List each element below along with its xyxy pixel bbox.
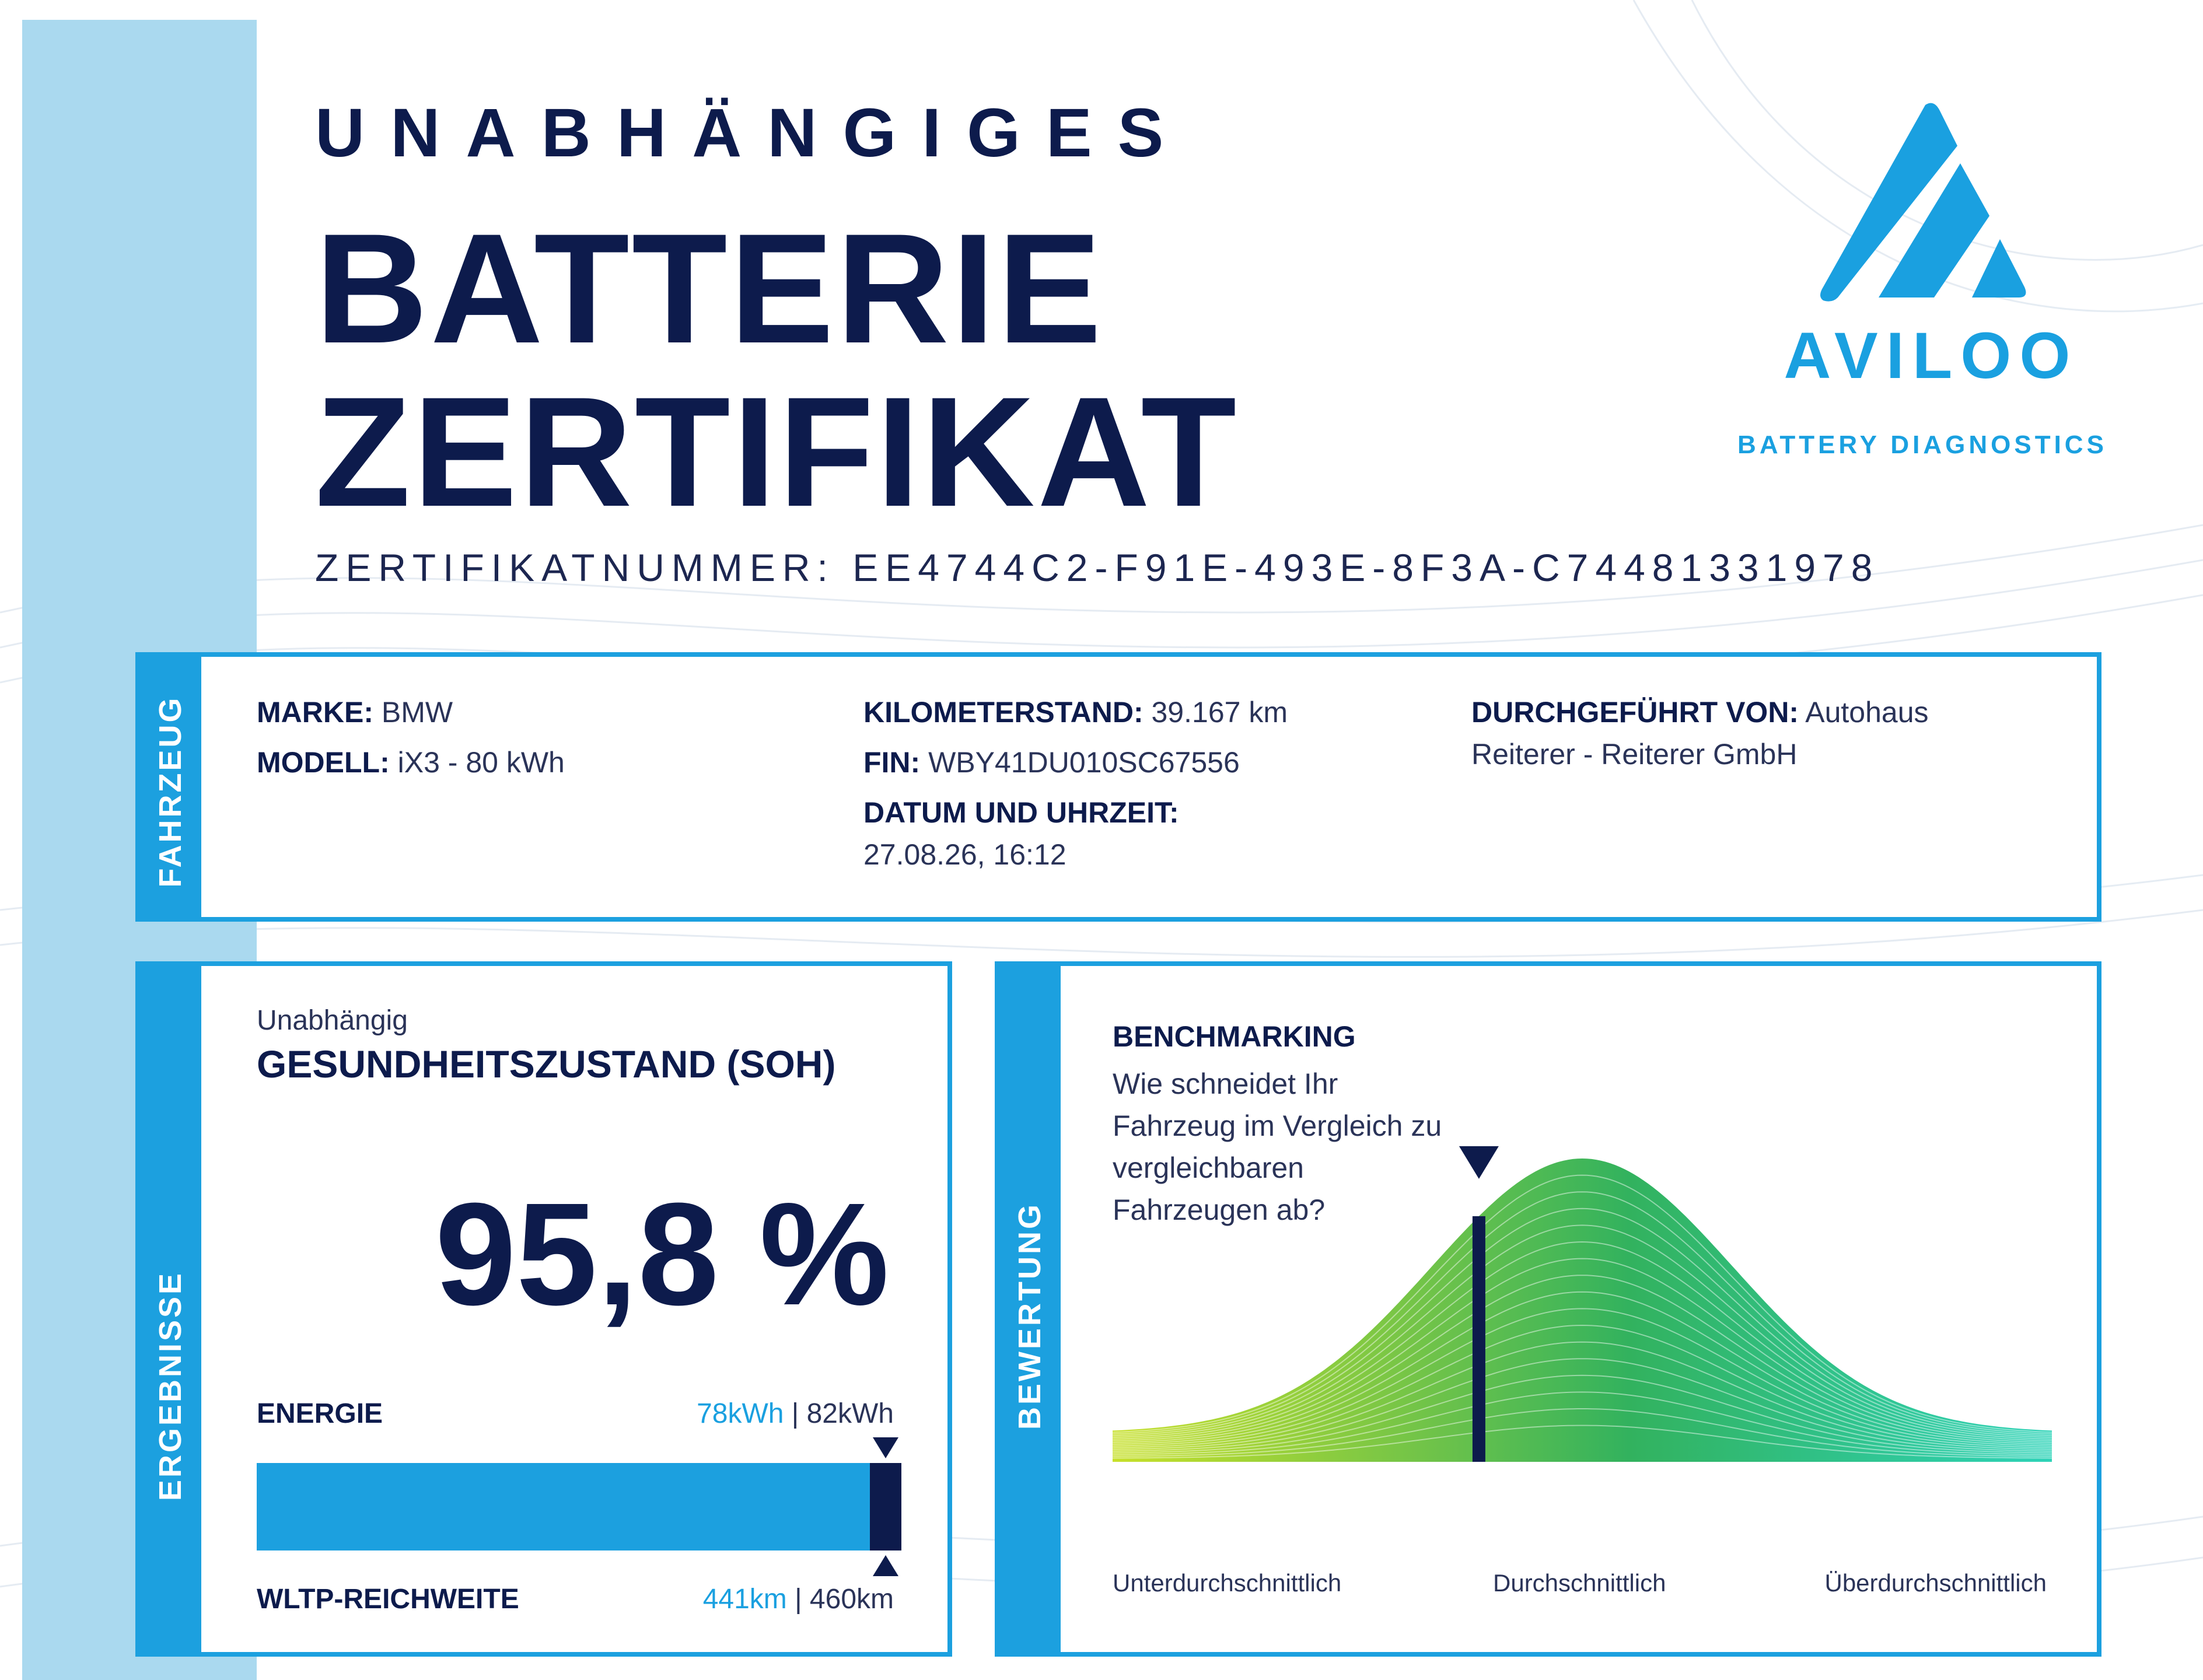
range-current: 441km <box>702 1584 787 1615</box>
results-tab-label: ERGEBNISSE <box>153 1270 188 1502</box>
logo-wordmark: AVILOO <box>1784 319 2079 392</box>
soh-pre-label: Unabhängig <box>257 1005 408 1036</box>
distribution-contour-line <box>1113 1391 2052 1455</box>
title-line-2: ZERTIFIKAT <box>315 364 1239 539</box>
axis-label-below-average: Unterdurchschnittlich <box>1113 1569 1342 1597</box>
capacity-marker-top-icon <box>873 1437 898 1458</box>
performed-by-label: DURCHGEFÜHRT VON: <box>1471 696 1799 729</box>
results-panel: ERGEBNISSE Unabhängig GESUNDHEITSZUSTAND… <box>135 961 952 1657</box>
benchmark-distribution-curve <box>1113 1146 2052 1462</box>
range-nominal: 460km <box>809 1584 894 1615</box>
distribution-contour-line <box>1113 1208 2052 1437</box>
distribution-contour-line <box>1113 1424 2052 1459</box>
model-label: MODELL: <box>257 746 390 779</box>
title-line-1: BATTERIE <box>315 201 1104 376</box>
aviloo-logo-icon <box>1820 103 2026 302</box>
distribution-contour-line <box>1113 1358 2052 1452</box>
benchmark-marker-top-icon <box>1459 1146 1499 1179</box>
energy-values: 78kWh | 82kWh <box>697 1398 894 1430</box>
soh-heading: GESUNDHEITSZUSTAND (SOH) <box>257 1042 836 1086</box>
capacity-bar-remainder <box>870 1463 901 1550</box>
distribution-contour-line <box>1113 1275 2052 1444</box>
distribution-contour-line <box>1113 1408 2052 1457</box>
date-label: DATUM UND UHRZEIT: <box>863 796 1179 829</box>
certificate-number: ZERTIFIKATNUMMER: EE4744C2-F91E-493E-8F3… <box>315 546 1880 589</box>
range-label: WLTP-REICHWEITE <box>257 1584 519 1615</box>
vin-row: FIN: WBY41DU010SC67556 <box>863 742 1240 783</box>
benchmark-question-line-3: vergleichbaren <box>1113 1152 1304 1184</box>
make-value: BMW <box>381 696 453 729</box>
performed-by-value-1: Autohaus <box>1805 696 1929 729</box>
make-label: MARKE: <box>257 696 373 729</box>
capacity-bar <box>257 1437 901 1576</box>
benchmark-question: Wie schneidet Ihr Fahrzeug im Vergleich … <box>1113 1063 1442 1231</box>
vin-label: FIN: <box>863 746 921 779</box>
logo-tagline: BATTERY DIAGNOSTICS <box>1737 430 2107 459</box>
mileage-value: 39.167 km <box>1151 696 1288 729</box>
mileage-label: KILOMETERSTAND: <box>863 696 1144 729</box>
benchmark-question-line-1: Wie schneidet Ihr <box>1113 1068 1338 1100</box>
distribution-contour-line <box>1113 1224 2052 1438</box>
distribution-contour-line <box>1113 1291 2052 1445</box>
make-row: MARKE: BMW <box>257 692 453 733</box>
performed-by-value-2: Reiterer - Reiterer GmbH <box>1471 738 1798 771</box>
energy-label: ENERGIE <box>257 1398 383 1429</box>
vin-value: WBY41DU010SC67556 <box>928 746 1240 779</box>
distribution-contour-line <box>1113 1324 2052 1448</box>
header-kicker: UNABHÄNGIGES <box>315 94 1190 172</box>
axis-label-above-average: Überdurchschnittlich <box>1824 1569 2047 1597</box>
distribution-contour-line <box>1113 1341 2052 1450</box>
distribution-contour-line <box>1113 1191 2052 1435</box>
axis-label-average: Durchschnittlich <box>1493 1569 1666 1597</box>
vehicle-panel: FAHRZEUG MARKE: BMW MODELL: iX3 - 80 kWh… <box>135 652 2101 922</box>
rating-tab: BEWERTUNG <box>999 966 1061 1652</box>
distribution-contour-line <box>1113 1241 2052 1440</box>
distribution-contour-lines <box>1113 1174 2052 1459</box>
model-value: iX3 - 80 kWh <box>397 746 565 779</box>
range-values: 441km | 460km <box>703 1583 894 1615</box>
distribution-contour-line <box>1113 1374 2052 1454</box>
model-row: MODELL: iX3 - 80 kWh <box>257 742 565 783</box>
capacity-marker-bottom-icon <box>873 1555 898 1576</box>
benchmark-question-line-2: Fahrzeug im Vergleich zu <box>1113 1110 1442 1142</box>
distribution-contour-line <box>1113 1174 2052 1433</box>
vehicle-tab: FAHRZEUG <box>140 657 201 917</box>
energy-nominal: 82kWh <box>806 1398 894 1429</box>
range-separator: | <box>786 1584 810 1615</box>
benchmark-title: BENCHMARKING <box>1113 1020 1356 1053</box>
rating-panel: BEWERTUNG BENCHMARKING Wie schneidet Ihr… <box>995 961 2101 1657</box>
energy-current: 78kWh <box>697 1398 784 1429</box>
benchmark-question-line-4: Fahrzeugen ab? <box>1113 1194 1326 1226</box>
mileage-row: KILOMETERSTAND: 39.167 km <box>863 692 1288 733</box>
results-tab: ERGEBNISSE <box>140 966 201 1652</box>
energy-separator: | <box>784 1398 807 1429</box>
vehicle-tab-label: FAHRZEUG <box>153 695 188 888</box>
rating-tab-label: BEWERTUNG <box>1012 1202 1047 1430</box>
date-value: 27.08.26, 16:12 <box>863 838 1066 871</box>
performed-by-row: DURCHGEFÜHRT VON: Autohaus <box>1471 692 1929 733</box>
distribution-area <box>1113 1158 2052 1462</box>
distribution-contour-line <box>1113 1258 2052 1442</box>
distribution-contour-line <box>1113 1308 2052 1447</box>
soh-value: 95,8 % <box>435 1172 889 1335</box>
